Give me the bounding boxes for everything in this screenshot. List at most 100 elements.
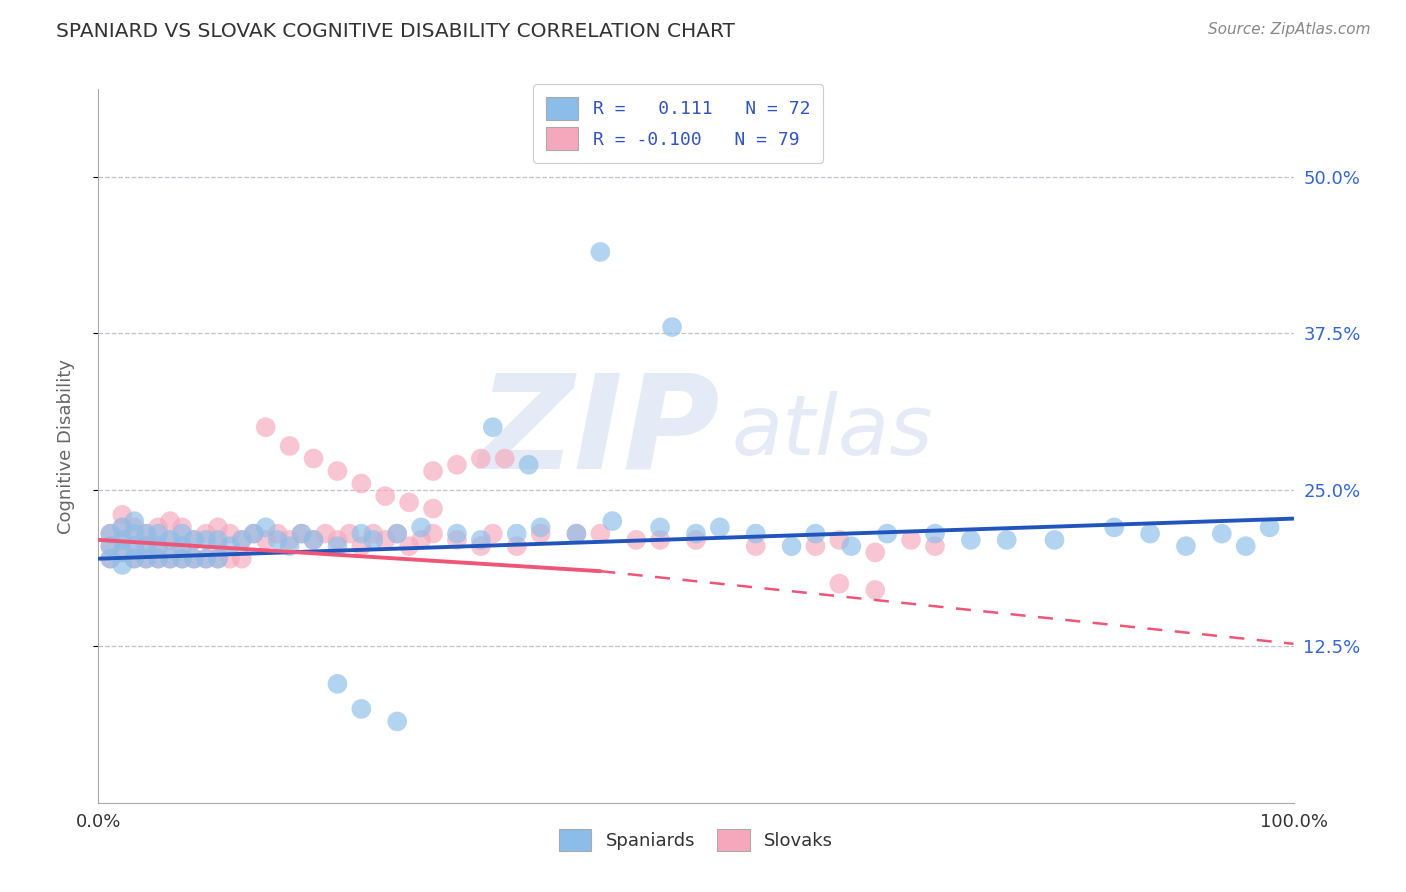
- Point: [254, 520, 277, 534]
- Point: [398, 539, 420, 553]
- Point: [172, 520, 194, 534]
- Point: [481, 526, 505, 541]
- Point: [111, 545, 134, 559]
- Point: [350, 539, 373, 553]
- Point: [172, 539, 194, 553]
- Point: [183, 551, 205, 566]
- Point: [745, 539, 768, 553]
- Text: Source: ZipAtlas.com: Source: ZipAtlas.com: [1208, 22, 1371, 37]
- Point: [183, 551, 205, 566]
- Y-axis label: Cognitive Disability: Cognitive Disability: [56, 359, 75, 533]
- Point: [111, 558, 134, 572]
- Point: [98, 551, 122, 566]
- Point: [602, 514, 624, 528]
- Point: [148, 551, 170, 566]
- Point: [302, 533, 325, 547]
- Point: [207, 551, 229, 566]
- Point: [804, 526, 827, 541]
- Point: [135, 539, 157, 553]
- Point: [219, 551, 242, 566]
- Point: [159, 514, 181, 528]
- Point: [841, 539, 863, 553]
- Point: [254, 533, 277, 547]
- Point: [828, 533, 851, 547]
- Point: [159, 533, 181, 547]
- Point: [111, 533, 134, 547]
- Point: [1175, 539, 1198, 553]
- Point: [326, 539, 349, 553]
- Point: [98, 551, 122, 566]
- Point: [530, 520, 553, 534]
- Point: [278, 533, 301, 547]
- Point: [207, 533, 229, 547]
- Point: [1234, 539, 1257, 553]
- Point: [98, 539, 122, 553]
- Point: [446, 533, 468, 547]
- Point: [350, 476, 373, 491]
- Point: [219, 526, 242, 541]
- Point: [1258, 520, 1281, 534]
- Point: [302, 533, 325, 547]
- Point: [111, 508, 134, 522]
- Point: [876, 526, 898, 541]
- Point: [385, 714, 409, 729]
- Text: atlas: atlas: [733, 392, 934, 472]
- Point: [183, 533, 205, 547]
- Point: [1104, 520, 1126, 534]
- Point: [385, 526, 409, 541]
- Point: [470, 533, 492, 547]
- Point: [995, 533, 1018, 547]
- Text: ZIP: ZIP: [478, 368, 720, 495]
- Point: [98, 526, 122, 541]
- Point: [243, 526, 266, 541]
- Point: [506, 539, 529, 553]
- Point: [231, 533, 253, 547]
- Point: [98, 526, 122, 541]
- Point: [924, 526, 946, 541]
- Point: [385, 526, 409, 541]
- Point: [315, 526, 337, 541]
- Point: [411, 520, 433, 534]
- Point: [398, 495, 420, 509]
- Point: [470, 539, 492, 553]
- Point: [422, 526, 444, 541]
- Point: [159, 533, 181, 547]
- Point: [326, 533, 349, 547]
- Point: [900, 533, 922, 547]
- Point: [172, 551, 194, 566]
- Point: [98, 539, 122, 553]
- Point: [124, 551, 146, 566]
- Point: [422, 464, 444, 478]
- Point: [446, 526, 468, 541]
- Point: [565, 526, 588, 541]
- Point: [291, 526, 314, 541]
- Point: [231, 533, 253, 547]
- Point: [148, 526, 170, 541]
- Point: [135, 526, 157, 541]
- Point: [589, 526, 612, 541]
- Point: [124, 514, 146, 528]
- Point: [422, 501, 444, 516]
- Point: [254, 420, 277, 434]
- Point: [326, 677, 349, 691]
- Point: [924, 539, 946, 553]
- Point: [135, 526, 157, 541]
- Point: [1211, 526, 1233, 541]
- Point: [374, 489, 396, 503]
- Point: [648, 533, 672, 547]
- Point: [135, 551, 157, 566]
- Point: [446, 458, 468, 472]
- Point: [159, 551, 181, 566]
- Point: [278, 439, 301, 453]
- Point: [207, 551, 229, 566]
- Point: [494, 451, 516, 466]
- Point: [195, 551, 218, 566]
- Point: [124, 539, 146, 553]
- Point: [195, 526, 218, 541]
- Point: [111, 520, 134, 534]
- Point: [506, 526, 529, 541]
- Point: [865, 545, 887, 559]
- Point: [363, 533, 385, 547]
- Point: [350, 526, 373, 541]
- Point: [135, 539, 157, 553]
